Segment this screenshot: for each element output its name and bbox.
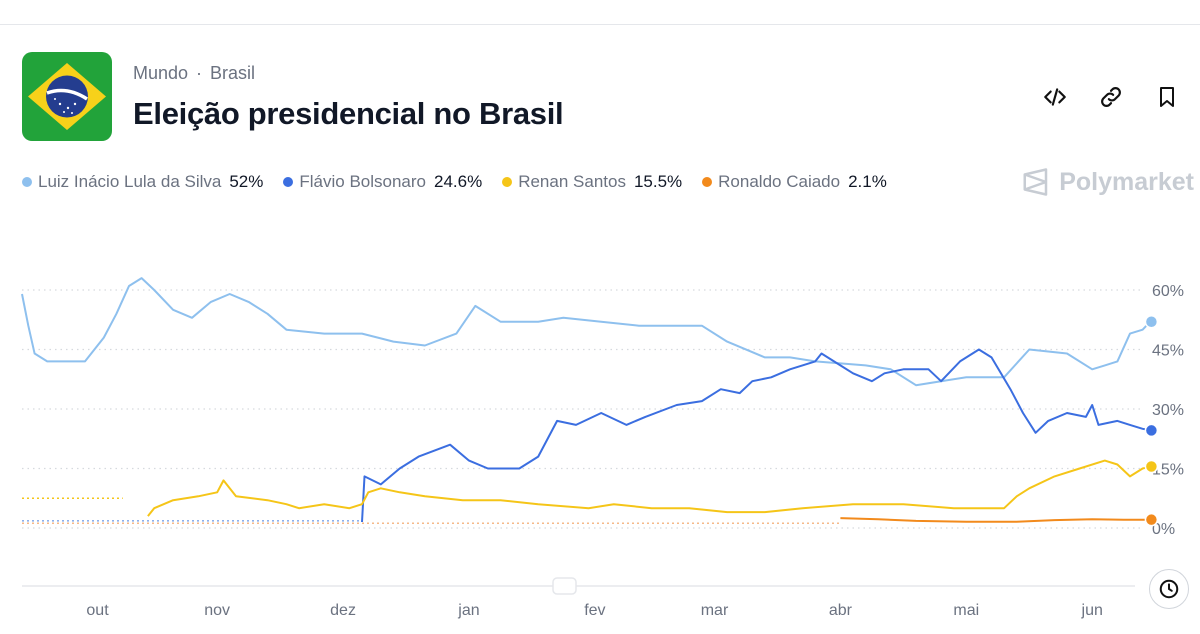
series-line [21, 277, 1153, 387]
legend-label: Ronaldo Caiado [718, 172, 841, 191]
legend-label: Luiz Inácio Lula da Silva [38, 172, 222, 191]
x-tick-label: fev [584, 602, 605, 619]
legend-value: 15.5% [633, 172, 683, 191]
action-bar [1040, 82, 1182, 112]
series-line [147, 459, 1152, 517]
breadcrumb: Mundo · Brasil [133, 63, 255, 84]
polymarket-brand: Polymarket [1021, 167, 1194, 197]
x-tick-label: out [86, 602, 109, 619]
legend-dot [502, 177, 513, 187]
series-end-point [1144, 459, 1159, 474]
x-tick-label: jan [457, 602, 479, 619]
legend-value: 2.1% [848, 172, 887, 191]
series-end-point [1144, 423, 1159, 438]
link-icon [1101, 87, 1121, 107]
legend-value: 24.6% [434, 172, 483, 191]
page-title: Eleição presidencial no Brasil [133, 96, 564, 131]
brazil-flag-image [22, 52, 112, 141]
polymarket-logo-icon [1023, 168, 1048, 196]
chart-legend: Luiz Inácio Lula da Silva 52% Flávio Bol… [22, 172, 887, 192]
y-tick-label: 15% [1152, 462, 1184, 479]
x-tick-label: mar [701, 602, 729, 619]
x-tick-label: nov [204, 602, 230, 619]
range-handle [552, 577, 577, 595]
x-tick-label: mai [953, 602, 979, 619]
top-strip [0, 0, 1200, 25]
series-end-point [1144, 512, 1159, 527]
legend-item-lula[interactable]: Luiz Inácio Lula da Silva 52% [22, 172, 263, 192]
time-range-button[interactable] [1149, 569, 1189, 609]
y-tick-label: 60% [1152, 283, 1184, 300]
y-tick-label: 0% [1152, 521, 1175, 538]
legend-item-caiado[interactable]: Ronaldo Caiado 2.1% [702, 172, 887, 192]
series-line [361, 348, 1152, 523]
clock-icon [1159, 579, 1179, 599]
legend-dot [283, 177, 294, 187]
breadcrumb-separator: · [196, 63, 203, 83]
series-line [840, 517, 1152, 523]
breadcrumb-brasil[interactable]: Brasil [210, 63, 256, 83]
x-tick-label: dez [330, 602, 356, 619]
copy-link-button[interactable] [1096, 82, 1126, 112]
embed-code-icon [1044, 88, 1066, 106]
legend-label: Flávio Bolsonaro [299, 172, 426, 191]
brand-name: Polymarket [1059, 167, 1194, 196]
legend-item-renan[interactable]: Renan Santos 15.5% [502, 172, 682, 192]
legend-value: 52% [229, 172, 264, 191]
x-tick-label: jun [1081, 602, 1103, 619]
legend-label: Renan Santos [518, 172, 626, 191]
x-tick-label: abr [829, 602, 853, 619]
legend-dot [22, 177, 32, 187]
bookmark-button[interactable] [1152, 82, 1182, 112]
bookmark-icon [1160, 87, 1174, 107]
legend-dot [702, 177, 713, 187]
legend-item-flavio[interactable]: Flávio Bolsonaro 24.6% [283, 172, 482, 192]
embed-code-button[interactable] [1040, 82, 1070, 112]
series-end-point [1144, 314, 1159, 329]
breadcrumb-mundo[interactable]: Mundo [133, 63, 189, 83]
y-tick-label: 45% [1152, 343, 1184, 360]
y-tick-label: 30% [1152, 402, 1184, 419]
